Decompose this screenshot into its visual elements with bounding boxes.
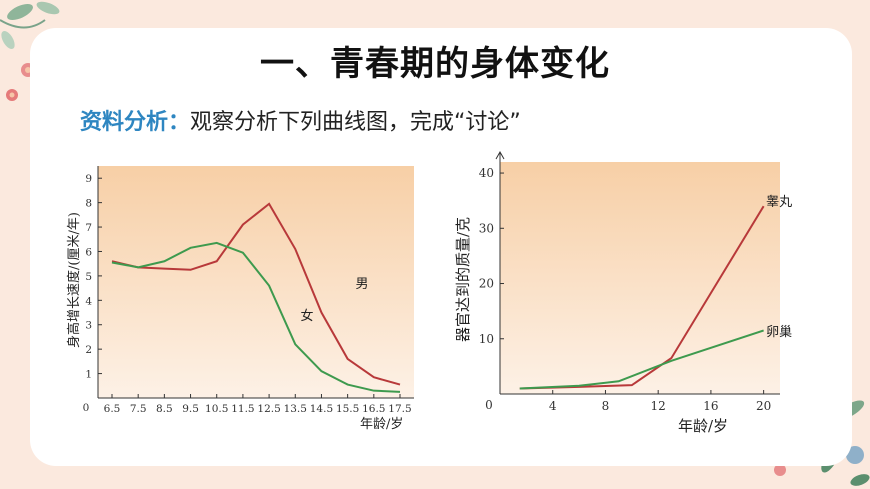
series-label: 男 xyxy=(355,277,368,292)
x-tick-label: 10.5 xyxy=(205,403,228,415)
y-tick-label: 7 xyxy=(85,222,92,234)
series-line-female xyxy=(111,241,401,393)
subtitle-lead: 资料分析： xyxy=(80,110,191,135)
y-axis-label: 器官达到的质量/克 xyxy=(454,217,472,342)
x-tick-label: 8.5 xyxy=(156,403,173,415)
series-line-ovary xyxy=(519,329,764,390)
series-label: 女 xyxy=(301,308,314,324)
x-tick-label: 12 xyxy=(651,399,666,413)
x-tick-label: 8 xyxy=(602,399,610,413)
x-tick-label: 20 xyxy=(756,399,771,413)
y-tick-label: 9 xyxy=(85,173,92,185)
x-axis-label: 年龄/岁 xyxy=(360,417,403,432)
x-tick-label: 9.5 xyxy=(182,403,199,415)
x-tick-label: 4 xyxy=(549,399,557,413)
y-tick-label: 20 xyxy=(479,277,494,291)
x-axis-label: 年龄/岁 xyxy=(678,417,728,435)
page-title: 一、青春期的身体变化 xyxy=(260,44,610,84)
y-tick-label: 30 xyxy=(479,221,494,235)
series-line-male xyxy=(111,202,401,386)
series-label: 卵巢 xyxy=(766,325,792,340)
y-tick-label: 5 xyxy=(85,271,92,283)
origin-label: 0 xyxy=(83,402,90,414)
x-tick-label: 16.5 xyxy=(362,403,385,415)
x-tick-label: 6.5 xyxy=(104,403,121,415)
x-tick-label: 16 xyxy=(703,399,718,413)
y-tick-label: 4 xyxy=(85,295,92,307)
x-tick-label: 17.5 xyxy=(388,403,411,415)
y-tick-label: 10 xyxy=(479,332,494,346)
series-label: 睾丸 xyxy=(766,194,792,210)
y-tick-label: 1 xyxy=(85,369,92,381)
growth-rate-chart: 1 2 3 4 5 6 7 8 9 6.5 7.5 8.5 9.5 10.5 11.5 12.5 13.5 14.… xyxy=(66,166,414,432)
y-axis-arrow xyxy=(495,150,505,160)
plot-background xyxy=(500,162,780,394)
subtitle: 资料分析：观察分析下列曲线图，完成“讨论” xyxy=(80,104,521,136)
subtitle-text: 观察分析下列曲线图，完成“讨论” xyxy=(190,110,521,135)
origin-label: 0 xyxy=(485,398,493,412)
x-tick-label: 7.5 xyxy=(130,403,147,415)
x-tick-label: 14.5 xyxy=(310,403,333,415)
y-axis-label: 身高增长速度/(厘米/年) xyxy=(66,212,82,348)
x-tick-label: 13.5 xyxy=(284,403,307,415)
y-tick-label: 8 xyxy=(85,198,92,210)
y-tick-label: 3 xyxy=(85,320,92,332)
y-tick-label: 2 xyxy=(85,344,92,356)
y-tick-label: 40 xyxy=(479,166,494,180)
plot-background xyxy=(98,166,414,398)
x-tick-label: 11.5 xyxy=(231,403,254,415)
x-tick-label: 15.5 xyxy=(336,403,359,415)
x-tick-label: 12.5 xyxy=(257,403,280,415)
y-tick-label: 6 xyxy=(85,246,92,258)
